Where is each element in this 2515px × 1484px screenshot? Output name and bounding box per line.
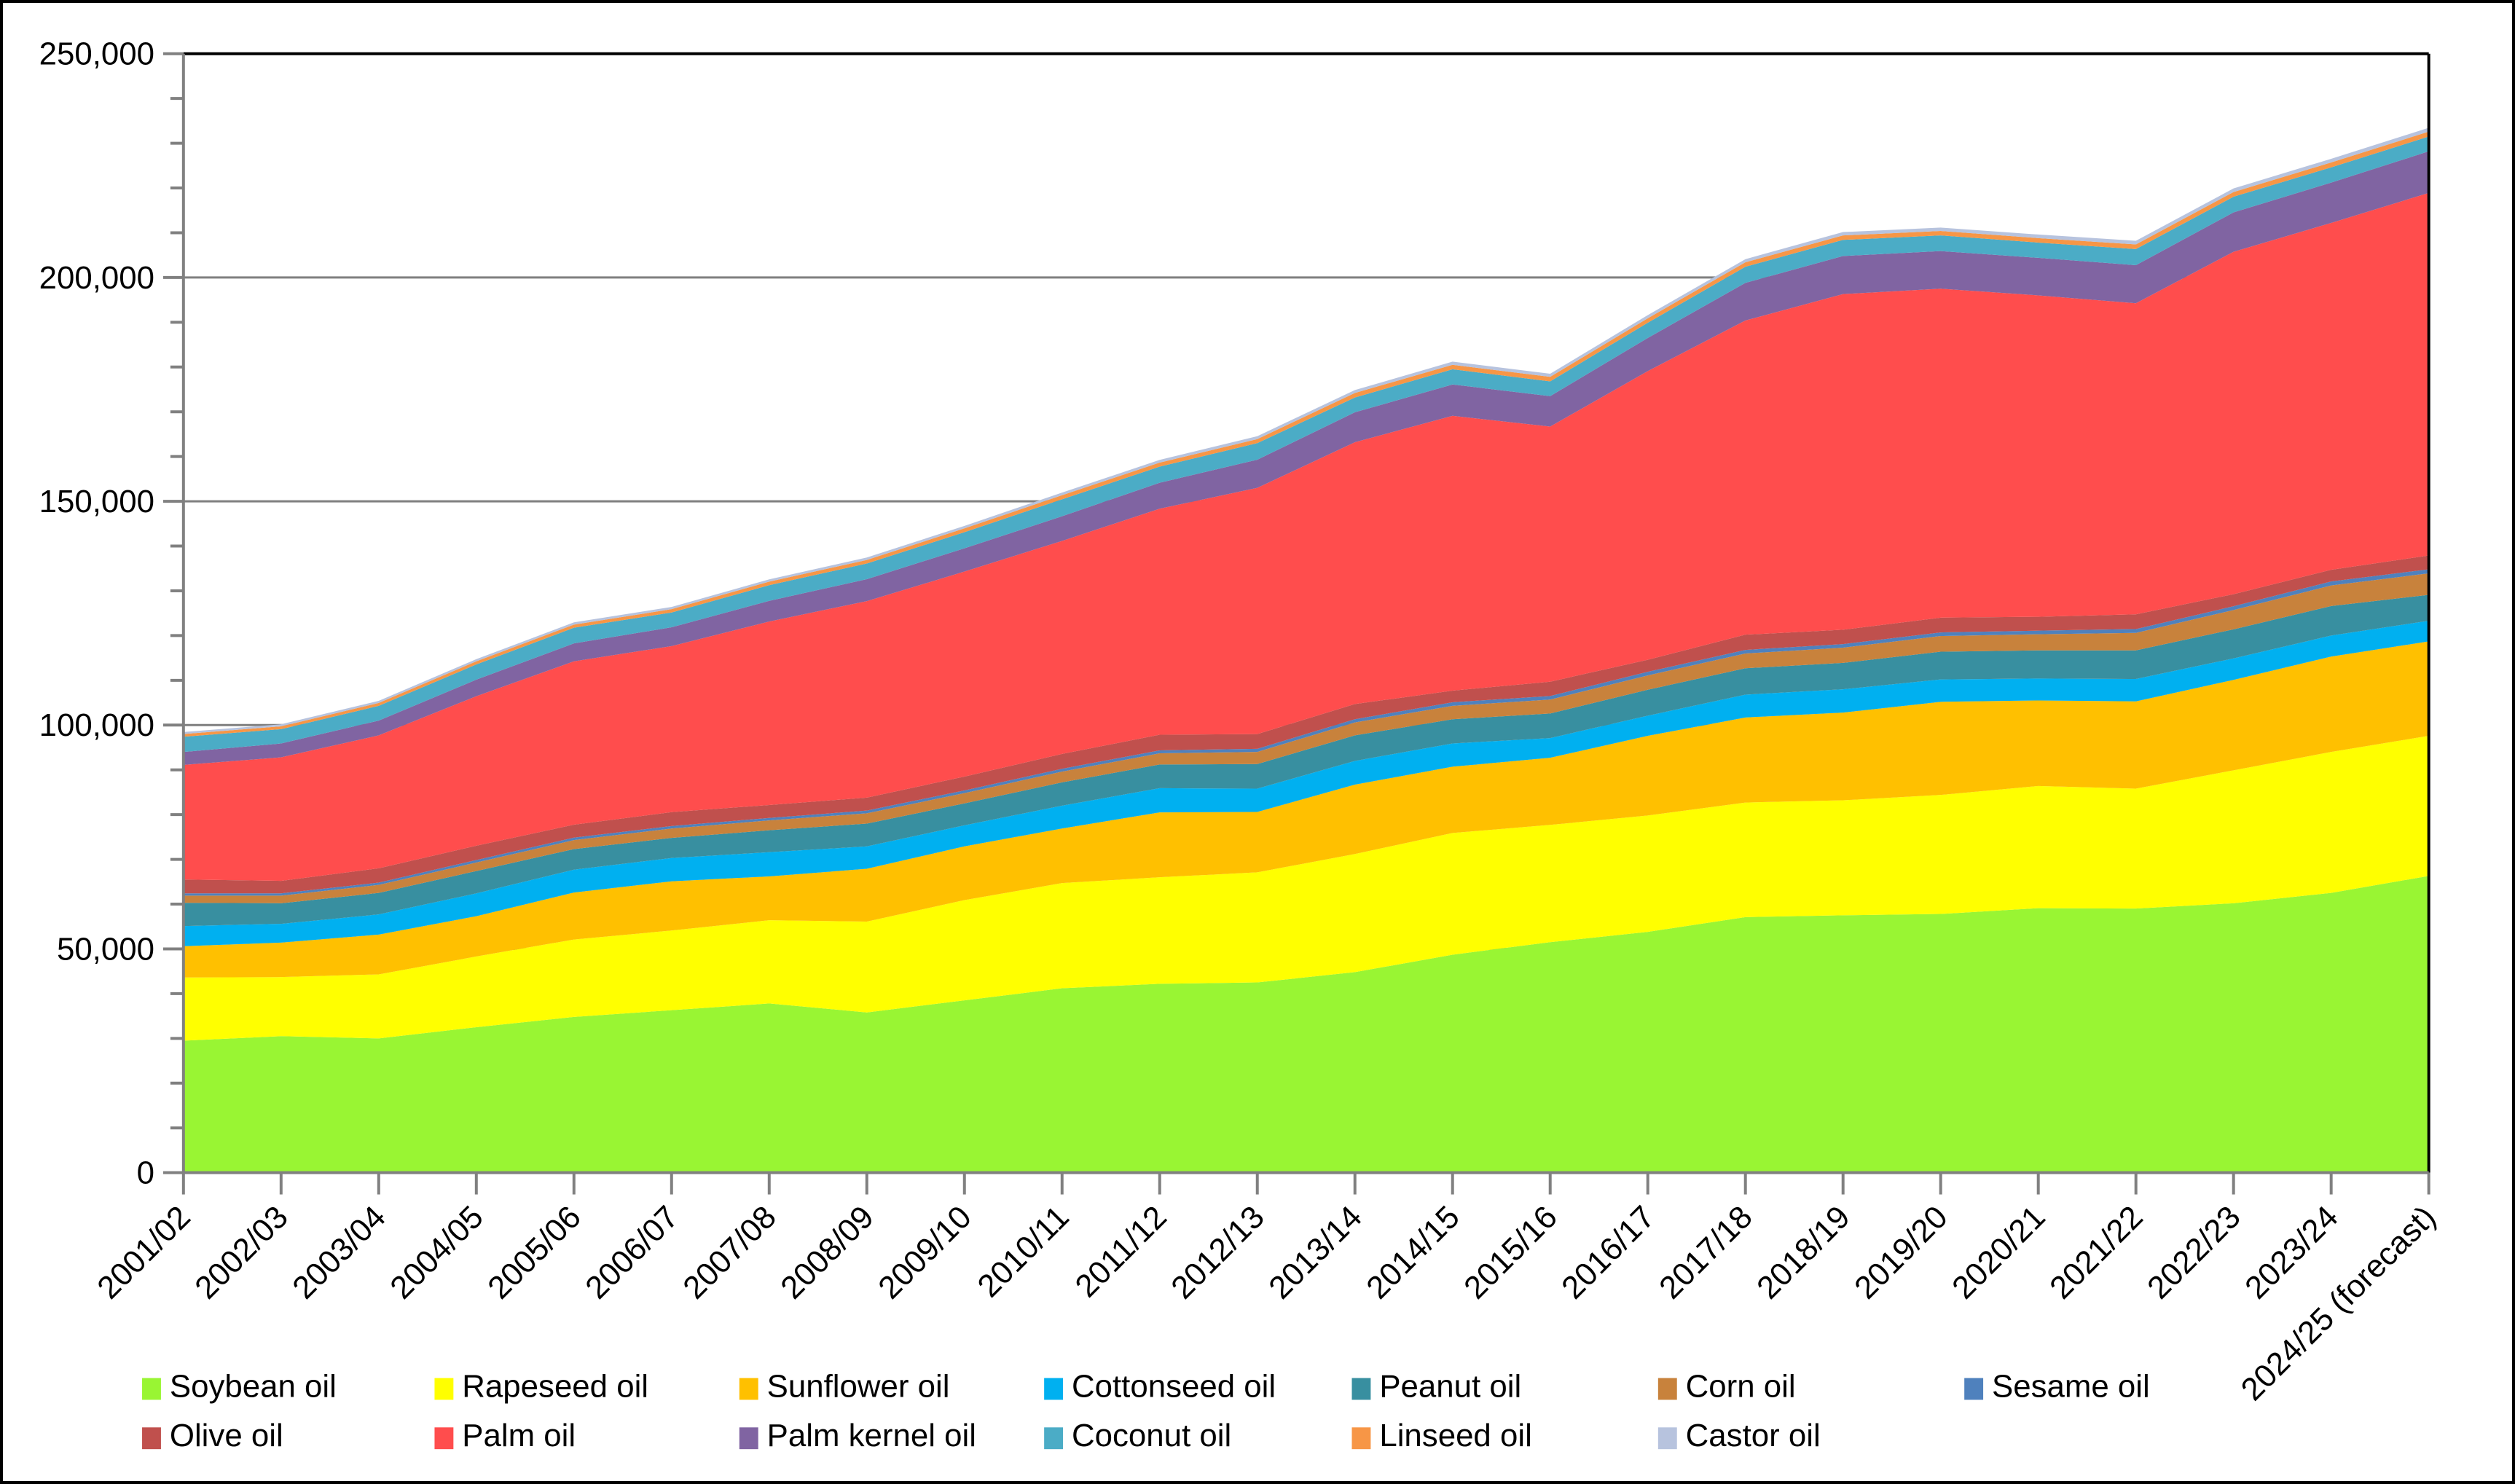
legend-label-sunflower-oil: Sunflower oil [767, 1368, 950, 1404]
legend-swatch-palm-oil [434, 1427, 454, 1450]
legend-item-olive-oil: Olive oil [142, 1418, 283, 1453]
x-axis-label-2013-14: 2013/14 [1262, 1199, 1369, 1306]
legend-label-coconut-oil: Coconut oil [1072, 1418, 1231, 1453]
legend-item-palm-oil: Palm oil [434, 1418, 576, 1453]
x-axis-label-2002-03: 2002/03 [188, 1199, 295, 1306]
legend-item-palm-kernel-oil: Palm kernel oil [739, 1418, 976, 1453]
y-axis-label-150000: 150,000 [39, 484, 154, 519]
legend-label-corn-oil: Corn oil [1686, 1368, 1796, 1404]
area-palm-oil [183, 192, 2429, 882]
x-axis-label-2008-09: 2008/09 [774, 1199, 881, 1306]
legend-label-linseed-oil: Linseed oil [1379, 1418, 1531, 1453]
legend-swatch-corn-oil [1657, 1378, 1677, 1400]
x-axis-label-2001-02: 2001/02 [90, 1199, 197, 1306]
x-axis-label-2006-07: 2006/07 [578, 1199, 686, 1306]
legend-item-coconut-oil: Coconut oil [1044, 1418, 1231, 1453]
legend-item-peanut-oil: Peanut oil [1351, 1368, 1521, 1404]
legend-item-sunflower-oil: Sunflower oil [739, 1368, 950, 1404]
legend-label-peanut-oil: Peanut oil [1379, 1368, 1521, 1404]
legend-label-sesame-oil: Sesame oil [1992, 1368, 2150, 1404]
legend-swatch-sunflower-oil [739, 1378, 758, 1400]
area-soybean-oil [183, 876, 2429, 1173]
legend-item-sesame-oil: Sesame oil [1964, 1368, 2150, 1404]
x-axis-label-2019-20: 2019/20 [1848, 1199, 1955, 1306]
x-axis-label-2020-21: 2020/21 [1945, 1199, 2052, 1306]
legend-label-rapeseed-oil: Rapeseed oil [462, 1368, 648, 1404]
y-axis-label-100000: 100,000 [39, 707, 154, 743]
legend-swatch-coconut-oil [1044, 1427, 1064, 1450]
legend-item-cottonseed-oil: Cottonseed oil [1044, 1368, 1276, 1404]
x-axis-label-2017-18: 2017/18 [1652, 1199, 1759, 1306]
legend-label-olive-oil: Olive oil [170, 1418, 283, 1453]
legend-item-corn-oil: Corn oil [1657, 1368, 1796, 1404]
x-axis-label-2011-12: 2011/12 [1068, 1199, 1173, 1304]
area-rapeseed-oil [183, 736, 2429, 1041]
y-axis-label-0: 0 [137, 1155, 154, 1191]
x-axis-label-2012-13: 2012/13 [1164, 1199, 1271, 1306]
x-axis-label-2003-04: 2003/04 [286, 1199, 393, 1306]
x-axis-label-2010-11: 2010/11 [970, 1199, 1075, 1304]
legend-item-linseed-oil: Linseed oil [1351, 1418, 1532, 1453]
legend-item-castor-oil: Castor oil [1657, 1418, 1821, 1453]
legend-swatch-rapeseed-oil [434, 1378, 454, 1400]
legend-label-palm-oil: Palm oil [462, 1418, 576, 1453]
legend-label-palm-kernel-oil: Palm kernel oil [767, 1418, 976, 1453]
legend-item-soybean-oil: Soybean oil [142, 1368, 337, 1404]
y-axis-label-250000: 250,000 [39, 36, 154, 72]
legend-swatch-olive-oil [142, 1427, 161, 1450]
area-corn-oil [183, 573, 2429, 903]
y-axis-label-200000: 200,000 [39, 260, 154, 296]
area-coconut-oil [183, 136, 2429, 753]
legend-label-cottonseed-oil: Cottonseed oil [1072, 1368, 1276, 1404]
legend-label-soybean-oil: Soybean oil [170, 1368, 337, 1404]
legend-swatch-castor-oil [1657, 1427, 1677, 1450]
x-axis-label-2005-06: 2005/06 [481, 1199, 588, 1306]
legend-swatch-soybean-oil [142, 1378, 161, 1400]
x-axis-label-2016-17: 2016/17 [1555, 1199, 1662, 1306]
x-axis-label-2014-15: 2014/15 [1359, 1199, 1467, 1306]
legend-swatch-linseed-oil [1351, 1427, 1371, 1450]
legend-swatch-palm-kernel-oil [739, 1427, 758, 1450]
x-axis-label-2015-16: 2015/16 [1457, 1199, 1564, 1306]
legend-label-castor-oil: Castor oil [1686, 1418, 1821, 1453]
area-olive-oil [183, 555, 2429, 894]
x-axis-label-2009-10: 2009/10 [871, 1199, 978, 1306]
stacked-area-chart: 0 50,000 100,000 150,000 200,000 250,000 2001/… [39, 36, 2443, 1454]
area-peanut-oil [183, 594, 2429, 927]
area-sunflower-oil [183, 641, 2429, 978]
legend-swatch-sesame-oil [1964, 1378, 1984, 1400]
area-palm-kernel-oil [183, 151, 2429, 765]
x-axis-label-2022-23: 2022/23 [2141, 1199, 2248, 1306]
legend-swatch-cottonseed-oil [1044, 1378, 1064, 1400]
x-axis-label-2018-19: 2018/19 [1750, 1199, 1857, 1306]
legend-item-rapeseed-oil: Rapeseed oil [434, 1368, 648, 1404]
area-cottonseed-oil [183, 621, 2429, 946]
x-axis-label-2007-08: 2007/08 [676, 1199, 783, 1306]
y-axis-label-50000: 50,000 [57, 931, 154, 967]
legend-swatch-peanut-oil [1351, 1378, 1371, 1400]
x-axis-label-2021-22: 2021/22 [2043, 1199, 2150, 1306]
x-axis-label-2004-05: 2004/05 [383, 1199, 490, 1306]
